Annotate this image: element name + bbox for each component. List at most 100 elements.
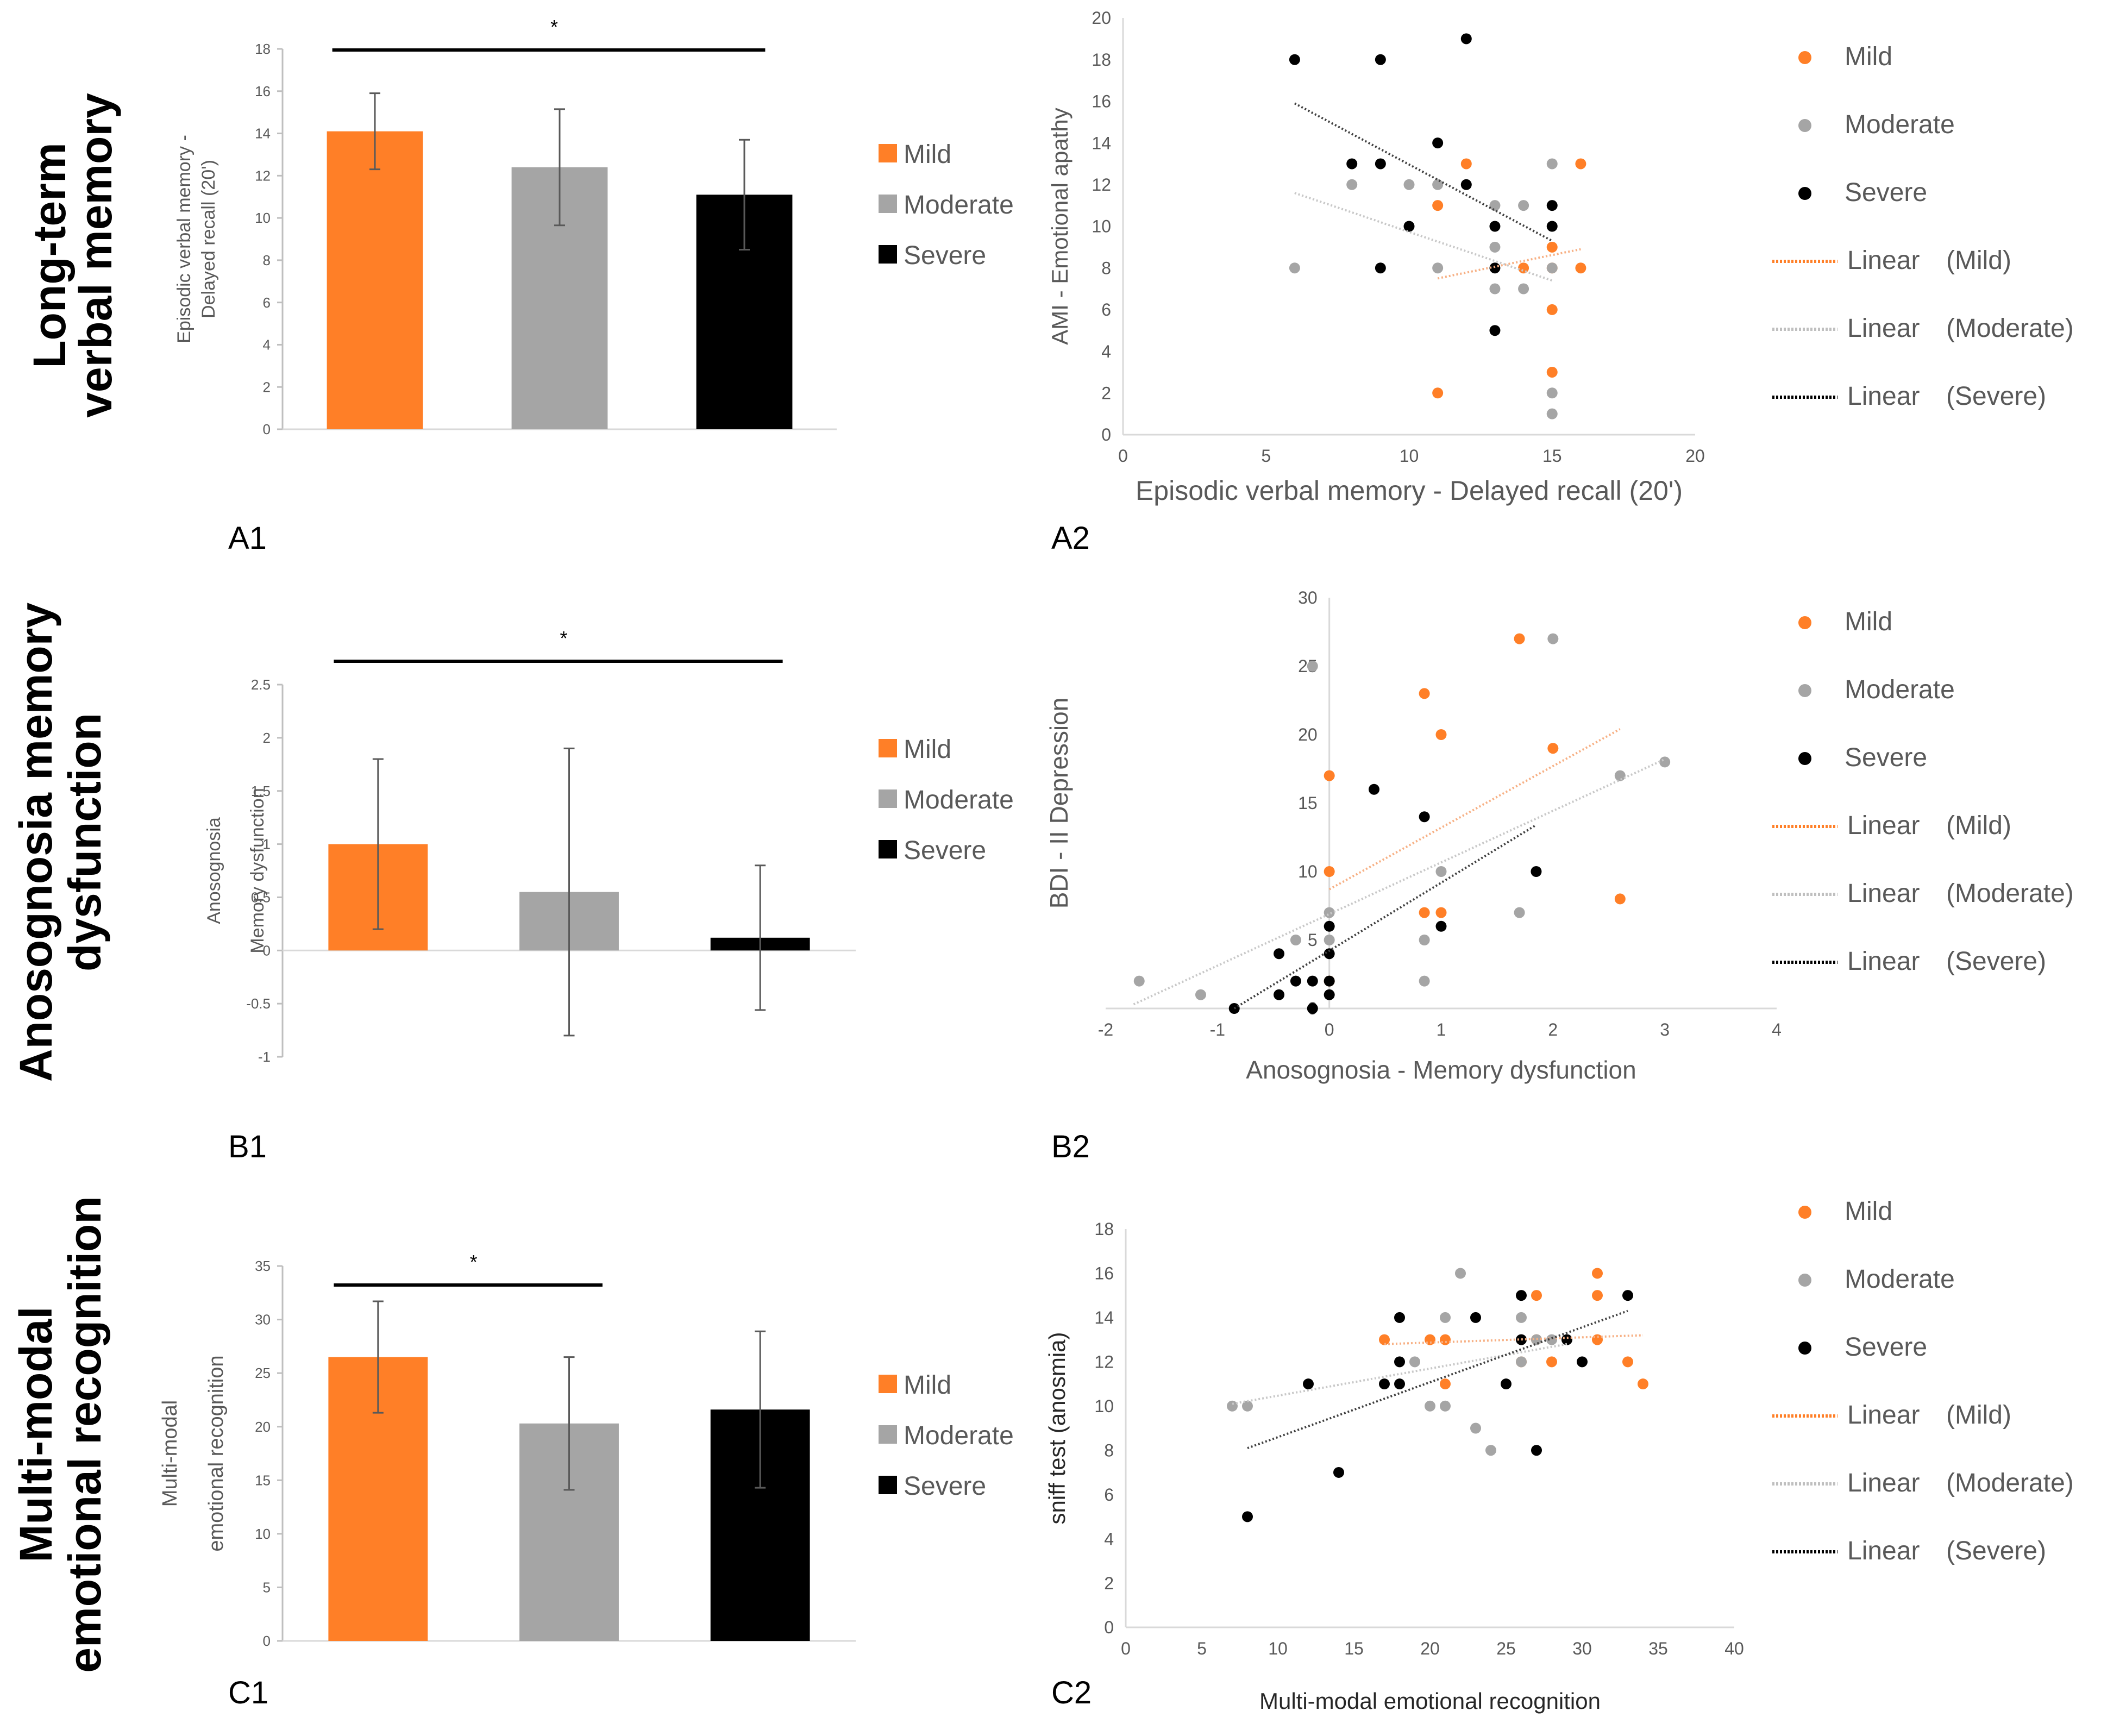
y-tick-label: 6: [263, 294, 271, 311]
point-mild: [1592, 1268, 1603, 1279]
significance-marker: *: [560, 627, 567, 649]
legend-label: Severe: [904, 1472, 986, 1501]
legend-group: (Mild): [1946, 811, 2011, 840]
y-axis-title: BDI - II Depression: [1045, 698, 1073, 909]
point-moderate: [1518, 283, 1529, 294]
point-moderate: [1425, 1400, 1435, 1412]
point-severe: [1307, 1003, 1318, 1014]
point-moderate: [1307, 661, 1318, 672]
legend-label: Linear: [1847, 382, 1920, 411]
point-moderate: [1324, 935, 1335, 945]
point-severe: [1501, 1378, 1512, 1390]
x-tick-label: 20: [1685, 446, 1705, 466]
y-tick-label: 5: [1308, 930, 1318, 950]
legend-swatch-moderate: [879, 1425, 897, 1444]
y-tick-label: 20: [1298, 725, 1318, 744]
legend-c2: Mild Moderate Severe Linear (Mild) Linear (Mod…: [1772, 1197, 2074, 1565]
x-tick-label: 30: [1572, 1639, 1592, 1658]
point-mild: [1440, 1378, 1451, 1390]
legend-label: Mild: [1845, 1197, 1892, 1226]
legend-label: Moderate: [1845, 675, 1955, 704]
legend-marker-moderate: [1798, 119, 1811, 132]
trendline-mild: [1328, 728, 1621, 891]
legend-marker-mild: [1798, 51, 1811, 64]
legend-label: Moderate: [1845, 1265, 1955, 1294]
point-moderate: [1435, 866, 1447, 877]
y-tick-label: 8: [1101, 258, 1111, 278]
point-severe: [1546, 221, 1558, 232]
point-mild: [1546, 304, 1558, 315]
x-tick-label: 0: [1118, 446, 1128, 466]
legend-c1: Mild Moderate Severe: [879, 1371, 1014, 1501]
point-severe: [1333, 1466, 1344, 1478]
point-moderate: [1614, 770, 1626, 781]
y-tick-label: 12: [1094, 1352, 1114, 1372]
legend-swatch-moderate: [879, 789, 897, 808]
y-tick-label: 8: [1104, 1440, 1114, 1460]
legend-label: Linear: [1847, 1401, 1920, 1430]
panel-label-a2: A2: [1051, 521, 1090, 556]
point-moderate: [1346, 179, 1358, 190]
point-severe: [1242, 1511, 1253, 1522]
legend-label: Severe: [1845, 743, 1927, 772]
trendline-mild: [1384, 1334, 1644, 1345]
chart-a1-bar: 0 2 4 6 8 10 12 14 16 18 Episodic verbal memory -D…: [174, 16, 837, 437]
legend-marker-mild: [1798, 1206, 1811, 1219]
point-severe: [1375, 54, 1386, 65]
panel-label-b1: B1: [228, 1129, 267, 1164]
point-mild: [1622, 1356, 1633, 1368]
y-tick-label: 2: [1104, 1574, 1114, 1593]
x-tick-label: -2: [1098, 1020, 1113, 1039]
point-moderate: [1470, 1422, 1481, 1434]
point-moderate: [1546, 387, 1558, 399]
point-severe: [1346, 158, 1358, 170]
legend-swatch-moderate: [879, 195, 897, 213]
point-mild: [1432, 387, 1444, 399]
point-severe: [1394, 1356, 1405, 1368]
significance-marker: *: [470, 1251, 478, 1273]
y-tick-label: 10: [255, 210, 271, 226]
legend-marker-severe: [1798, 752, 1811, 765]
y-tick-label: 10: [255, 1526, 271, 1542]
point-severe: [1375, 158, 1386, 170]
y-tick-label: -0.5: [246, 995, 271, 1012]
point-severe: [1324, 948, 1335, 960]
legend-group: (Moderate): [1946, 879, 2074, 908]
bar-mild: [327, 131, 423, 429]
point-mild: [1435, 729, 1447, 740]
point-severe: [1432, 137, 1444, 149]
y-axis-title: emotional recognition: [205, 1355, 228, 1551]
y-tick-label: 10: [1092, 217, 1111, 236]
point-moderate: [1514, 907, 1525, 918]
point-moderate: [1546, 158, 1558, 170]
point-mild: [1592, 1290, 1603, 1301]
point-mild: [1432, 200, 1444, 211]
y-tick-label: 20: [1092, 8, 1111, 28]
point-moderate: [1242, 1400, 1253, 1412]
y-tick-label: 6: [1104, 1485, 1114, 1505]
row-title-b-line1: Anosognosia memory: [10, 603, 61, 1082]
row-title-a-line2: verbal memory: [70, 93, 121, 418]
y-tick-label: 25: [255, 1365, 271, 1381]
x-tick-label: 1: [1437, 1020, 1446, 1039]
point-mild: [1379, 1334, 1390, 1345]
legend-a1: Mild Moderate Severe: [879, 140, 1014, 270]
y-tick-label: 0: [263, 942, 271, 958]
legend-b2: Mild Moderate Severe Linear (Mild) Linear (Mod…: [1772, 607, 2074, 976]
point-severe: [1394, 1378, 1405, 1390]
legend-label: Mild: [1845, 607, 1892, 636]
panel-label-a1: A1: [228, 521, 267, 556]
point-severe: [1394, 1312, 1405, 1323]
point-severe: [1303, 1378, 1314, 1390]
y-tick-label: 30: [255, 1312, 271, 1328]
y-axis-title: Delayed recall (20'): [198, 160, 219, 318]
y-tick-label: 12: [1092, 175, 1111, 195]
legend-label: Linear: [1847, 879, 1920, 908]
legend-label: Linear: [1847, 947, 1920, 976]
y-axis-title: Memory dysfunction: [247, 788, 268, 953]
point-moderate: [1518, 200, 1529, 211]
trendline-mild: [1437, 248, 1581, 280]
panel-label-c2: C2: [1051, 1675, 1092, 1710]
y-tick-label: 0: [1104, 1618, 1114, 1637]
